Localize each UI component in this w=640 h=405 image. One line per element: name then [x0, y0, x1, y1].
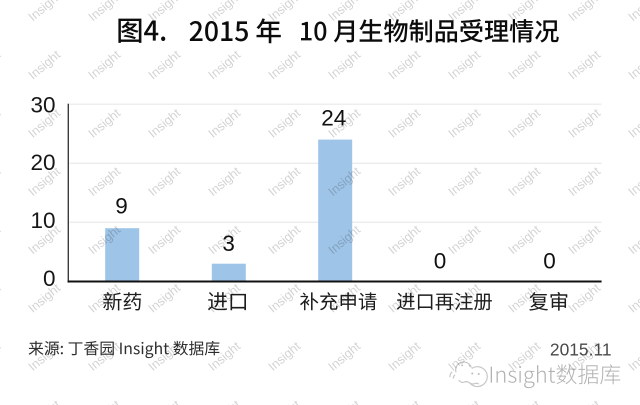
svg-text:Insight: Insight [386, 0, 424, 24]
svg-text:Insight: Insight [446, 397, 484, 405]
svg-text:Insight: Insight [86, 397, 124, 405]
svg-text:Insight: Insight [86, 106, 124, 141]
svg-text:Insight: Insight [206, 281, 244, 316]
svg-text:Insight: Insight [146, 106, 184, 141]
svg-text:Insight: Insight [506, 281, 544, 316]
svg-text:Insight: Insight [566, 281, 604, 316]
svg-text:20: 20 [30, 150, 55, 175]
svg-text:Insight: Insight [266, 47, 304, 82]
svg-text:Insight: Insight [626, 164, 640, 199]
svg-text:Insight: Insight [566, 397, 604, 405]
svg-text:Insight: Insight [326, 47, 364, 82]
svg-text:Insight: Insight [626, 106, 640, 141]
svg-text:Insight: Insight [206, 164, 244, 199]
svg-text:2015.11: 2015.11 [550, 339, 612, 359]
svg-text:Insight: Insight [566, 106, 604, 141]
svg-text:Insight: Insight [506, 222, 544, 257]
svg-text:3: 3 [222, 231, 235, 256]
svg-text:Insight: Insight [266, 397, 304, 405]
svg-text:Insight: Insight [446, 106, 484, 141]
svg-text:Insight: Insight [386, 397, 424, 405]
svg-text:Insight: Insight [146, 0, 184, 24]
svg-text:Insight: Insight [146, 47, 184, 82]
svg-text:9: 9 [115, 193, 128, 218]
svg-text:Insight: Insight [26, 397, 64, 405]
svg-text:10: 10 [30, 208, 55, 233]
svg-text:Insight: Insight [566, 47, 604, 82]
svg-text:Insight: Insight [626, 222, 640, 257]
svg-text:Insight: Insight [146, 281, 184, 316]
svg-text:Insight: Insight [566, 222, 604, 257]
svg-text:Insight: Insight [626, 339, 640, 374]
svg-text:Insight: Insight [266, 339, 304, 374]
svg-text:Insight: Insight [386, 106, 424, 141]
svg-text:Insight: Insight [266, 0, 304, 24]
svg-text:Insight: Insight [386, 339, 424, 374]
svg-text:Insight: Insight [86, 47, 124, 82]
svg-text:Insight: Insight [266, 106, 304, 141]
svg-text:Insight: Insight [206, 0, 244, 24]
svg-text:Insight: Insight [0, 106, 4, 141]
svg-text:Insight: Insight [446, 281, 484, 316]
svg-text:Insight: Insight [506, 47, 544, 82]
svg-text:Insight: Insight [506, 397, 544, 405]
svg-text:Insight: Insight [626, 0, 640, 24]
svg-text:Insight: Insight [146, 222, 184, 257]
svg-text:Insight: Insight [386, 281, 424, 316]
svg-text:Insight: Insight [0, 164, 4, 199]
svg-text:30: 30 [30, 92, 55, 117]
svg-text:Insight: Insight [0, 0, 4, 24]
svg-text:Insight: Insight [26, 339, 64, 374]
svg-text:Insight: Insight [266, 164, 304, 199]
svg-text:0: 0 [43, 266, 56, 291]
svg-text:Insight: Insight [0, 222, 4, 257]
svg-text:Insight: Insight [266, 222, 304, 257]
svg-text:Insight: Insight [506, 106, 544, 141]
svg-text:Insight: Insight [506, 164, 544, 199]
svg-text:Insight: Insight [146, 164, 184, 199]
svg-text:Insight: Insight [566, 164, 604, 199]
svg-text:Insight: Insight [146, 397, 184, 405]
svg-text:Insight: Insight [86, 0, 124, 24]
svg-text:Insight: Insight [0, 281, 4, 316]
svg-text:Insight: Insight [626, 47, 640, 82]
svg-text:Insight: Insight [0, 47, 4, 82]
svg-text:Insight: Insight [0, 339, 4, 374]
svg-text:Insight: Insight [206, 106, 244, 141]
svg-text:Insight: Insight [206, 397, 244, 405]
svg-text:Insight: Insight [326, 0, 364, 24]
svg-text:Insight: Insight [446, 47, 484, 82]
svg-text:Insight: Insight [206, 47, 244, 82]
svg-text:Insight: Insight [0, 397, 4, 405]
svg-text:Insight: Insight [26, 47, 64, 82]
svg-text:Insight: Insight [146, 339, 184, 374]
svg-text:24: 24 [321, 105, 346, 130]
svg-text:Insight: Insight [266, 281, 304, 316]
svg-text:0: 0 [543, 249, 556, 274]
svg-text:Insight: Insight [566, 0, 604, 24]
svg-text:Insight: Insight [386, 222, 424, 257]
svg-text:Insight: Insight [446, 164, 484, 199]
svg-text:0: 0 [434, 249, 447, 274]
svg-text:Insight: Insight [446, 339, 484, 374]
svg-text:Insight: Insight [206, 339, 244, 374]
svg-text:Insight: Insight [386, 47, 424, 82]
svg-text:Insight: Insight [626, 397, 640, 405]
svg-text:Insight: Insight [326, 339, 364, 374]
svg-text:Insight: Insight [446, 222, 484, 257]
svg-text:Insight: Insight [626, 281, 640, 316]
svg-text:Insight: Insight [86, 281, 124, 316]
svg-text:Insight: Insight [26, 0, 64, 24]
svg-text:Insight: Insight [386, 164, 424, 199]
svg-text:Insight: Insight [326, 397, 364, 405]
